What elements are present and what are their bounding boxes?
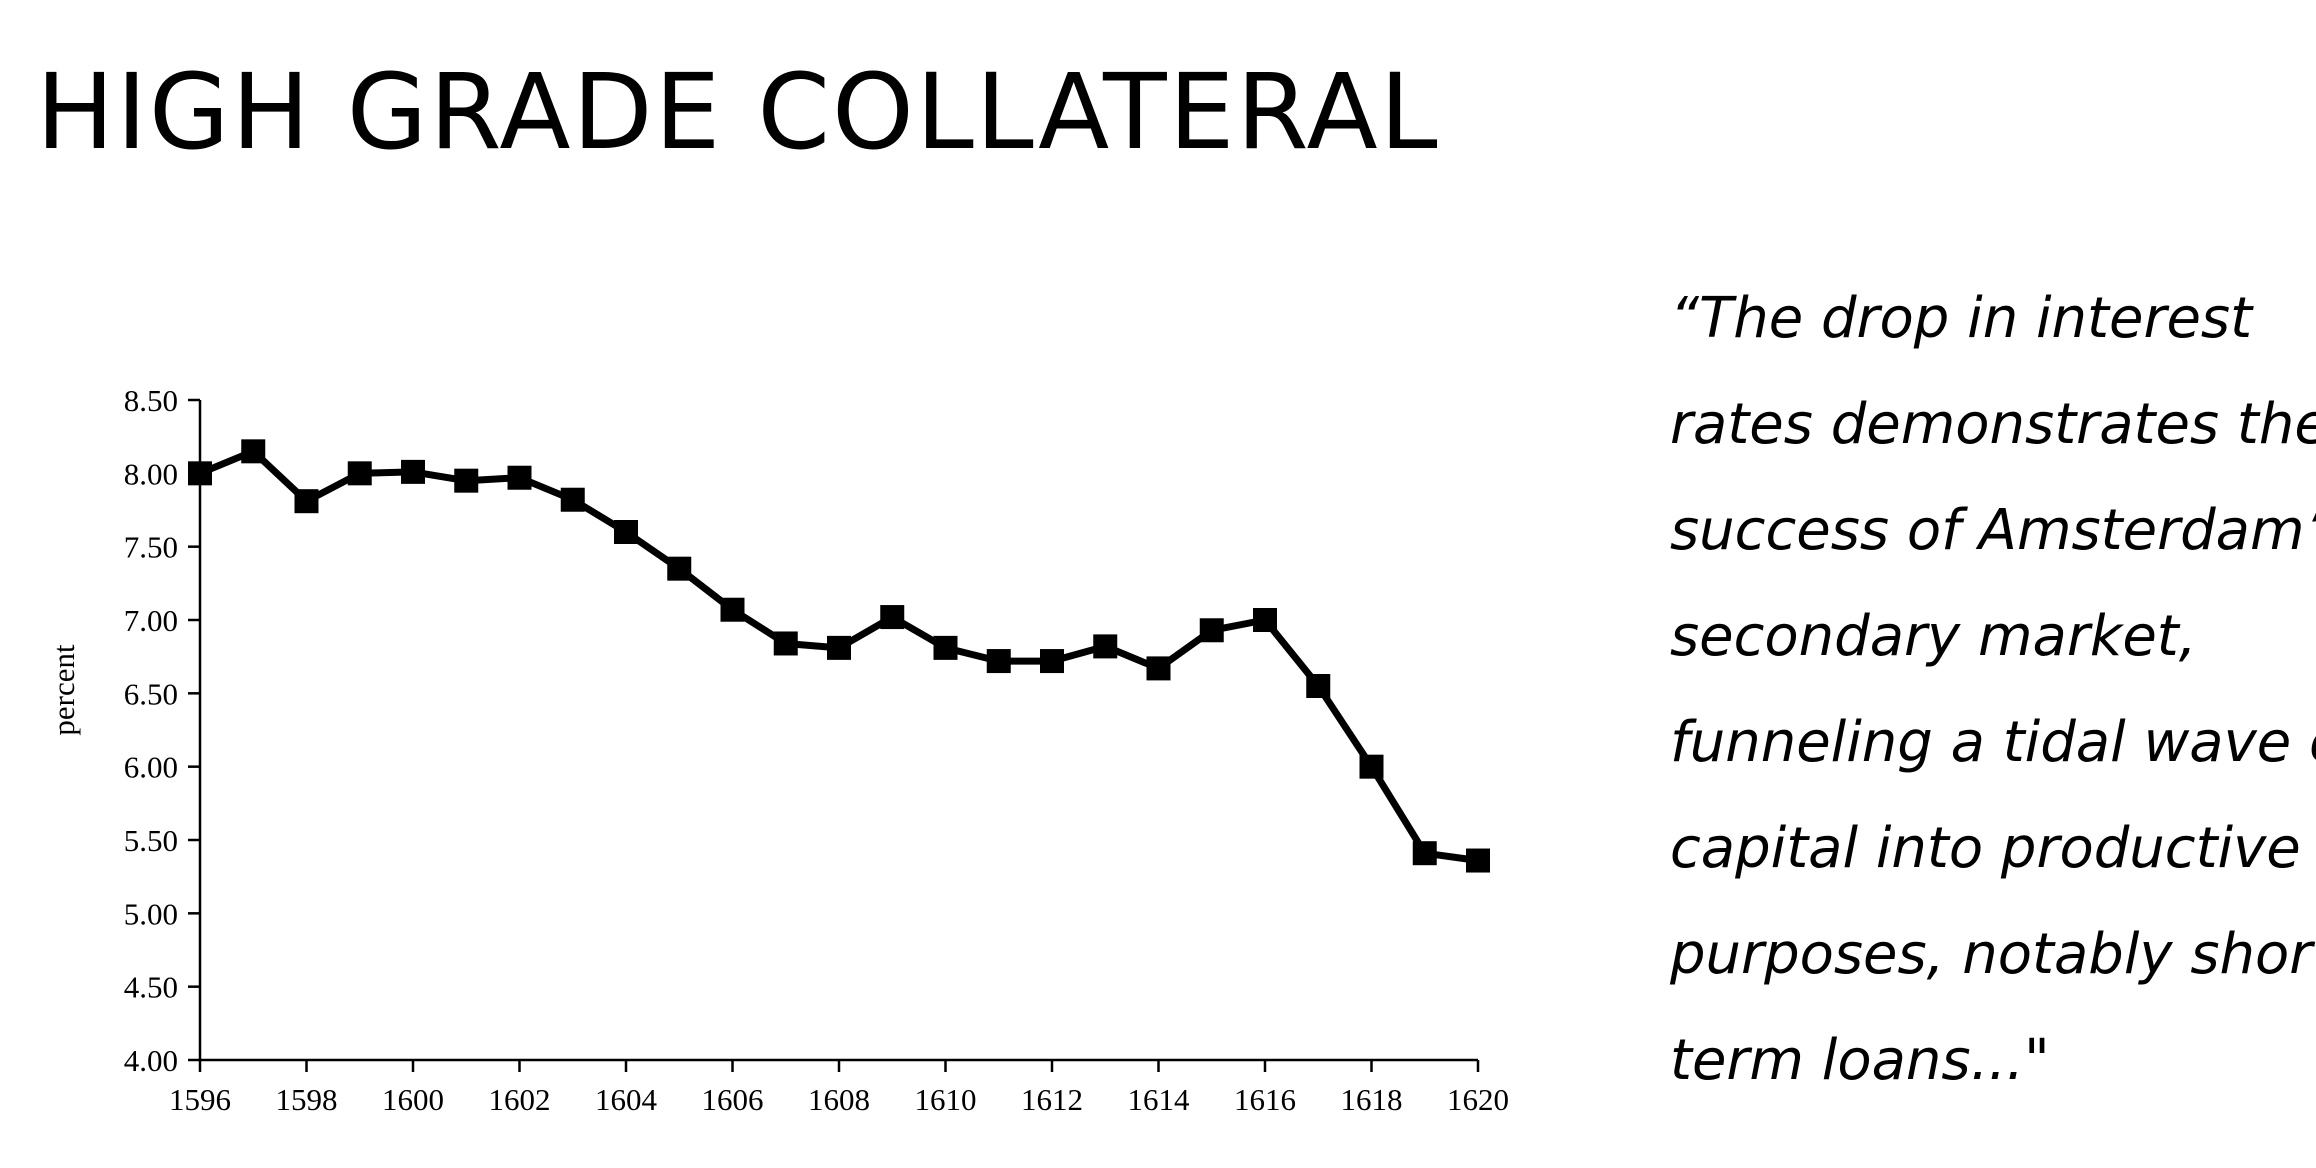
y-tick-label: 6.00 [124,750,178,785]
quote-line: secondary market, [1670,604,2197,669]
data-point-marker [667,556,692,581]
data-point-marker [294,489,319,514]
data-point-marker [986,649,1011,674]
data-point-marker [1093,634,1118,659]
y-tick-label: 5.50 [124,823,178,858]
y-tick-group: 4.00 4.50 5.00 5.50 6.00 6.50 7.00 7.50 8.00 8.50 [124,383,200,1078]
chart-svg: percent 4.00 4.50 5.00 5.50 6.00 6.50 7.00 7.50… [46,383,1509,1117]
y-tick-label: 4.00 [124,1043,178,1078]
data-point-marker [507,465,532,490]
data-point-marker [827,635,851,660]
y-tick-label: 7.00 [124,603,178,638]
data-point-marker [401,459,425,484]
data-point-marker [1412,841,1437,866]
y-tick-label: 5.00 [124,896,178,931]
y-tick-label: 8.00 [124,456,178,491]
series-group [188,439,1490,873]
x-tick-label: 1620 [1447,1082,1509,1117]
data-point-marker [933,635,958,660]
quote-line: capital into productive [1670,816,2301,881]
data-point-marker [614,520,638,544]
x-tick-label: 1610 [915,1082,977,1117]
data-point-marker [1359,754,1384,779]
data-point-marker [1306,674,1331,698]
data-point-marker [188,461,212,486]
y-axis-title-group: percent [46,644,81,736]
data-point-marker [880,605,905,630]
x-tick-label: 1612 [1021,1082,1083,1117]
data-point-marker [1040,649,1064,674]
data-point-marker [773,631,798,656]
quote-line: “The drop in interest [1670,286,2253,351]
y-axis-title: percent [46,644,81,736]
slide-title: HIGH GRADE COLLATERAL [36,51,1440,173]
x-tick-label: 1598 [276,1082,338,1117]
y-tick-label: 7.50 [124,530,178,565]
x-tick-label: 1618 [1341,1082,1403,1117]
data-point-marker [241,439,266,464]
quote-line: rates demonstrates the [1670,392,2316,457]
x-tick-label: 1604 [595,1082,658,1117]
quote-block: “The drop in interest rates demonstrates… [1670,266,2316,1114]
y-tick-label: 6.50 [124,676,178,711]
quote-line: success of Amsterdam’s [1670,498,2316,563]
data-point-marker [1146,656,1171,681]
data-point-marker [720,597,745,622]
y-tick-label: 4.50 [124,970,178,1005]
quote-line: term loans..." [1670,1028,2050,1093]
quote-line: funneling a tidal wave of [1670,710,2316,775]
x-tick-label: 1596 [169,1082,231,1117]
x-tick-label: 1602 [489,1082,551,1117]
x-tick-label: 1614 [1128,1082,1191,1117]
x-tick-label: 1616 [1234,1082,1296,1117]
y-tick-label: 8.50 [124,383,178,418]
x-tick-label: 1606 [702,1082,764,1117]
x-tick-label: 1608 [808,1082,870,1117]
data-point-marker [454,468,479,493]
x-tick-label: 1600 [382,1082,444,1117]
data-point-marker [1466,848,1490,873]
data-point-marker [1253,608,1277,632]
data-point-marker [1199,618,1224,643]
x-tick-group: 1596 1598 1600 1602 1604 1606 1608 1610 1612 1614… [169,1060,1509,1117]
interest-rate-chart: percent 4.00 4.50 5.00 5.50 6.00 6.50 7.00 7.50… [0,330,1580,1150]
chart-axes [198,400,1478,1062]
quote-line: purposes, notably short- [1670,922,2316,987]
data-point-marker [347,461,372,486]
data-point-marker [560,487,585,512]
